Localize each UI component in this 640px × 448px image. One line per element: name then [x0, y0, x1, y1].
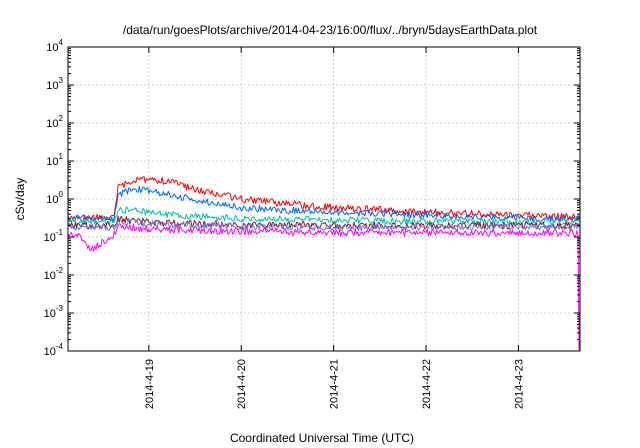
- y-axis: 104 103 102 101 100 10-1 10-2 10-3 10-4: [44, 38, 580, 358]
- x-tick-label: 2014-4-21: [329, 359, 341, 409]
- series-line: [67, 185, 580, 223]
- y-tick-label: 103: [46, 76, 63, 92]
- y-tick-label: 10-4: [44, 342, 64, 358]
- y-tick-label: 104: [46, 38, 63, 54]
- y-tick-label: 102: [46, 114, 63, 130]
- chart-title: /data/run/goesPlots/archive/2014-04-23/1…: [123, 23, 538, 37]
- x-tick-label: 2014-4-19: [144, 359, 156, 409]
- x-tick-label: 2014-4-23: [513, 359, 525, 409]
- series-line: [67, 218, 580, 232]
- x-axis: 2014-4-19 2014-4-20 2014-4-21 2014-4-22 2014…: [144, 47, 525, 409]
- y-axis-label: cSv/day: [13, 178, 27, 221]
- series-line: [67, 223, 581, 352]
- y-tick-label: 101: [46, 152, 63, 168]
- grid: [68, 47, 580, 351]
- y-tick-label: 10-3: [44, 304, 64, 320]
- x-tick-label: 2014-4-22: [421, 359, 433, 409]
- y-tick-label: 10-2: [44, 266, 64, 282]
- y-tick-label: 100: [46, 190, 63, 206]
- series-line: [67, 176, 580, 222]
- y-tick-label: 10-1: [44, 228, 64, 244]
- x-tick-label: 2014-4-20: [236, 359, 248, 409]
- series-group: [67, 176, 581, 352]
- x-axis-label: Coordinated Universal Time (UTC): [230, 431, 414, 445]
